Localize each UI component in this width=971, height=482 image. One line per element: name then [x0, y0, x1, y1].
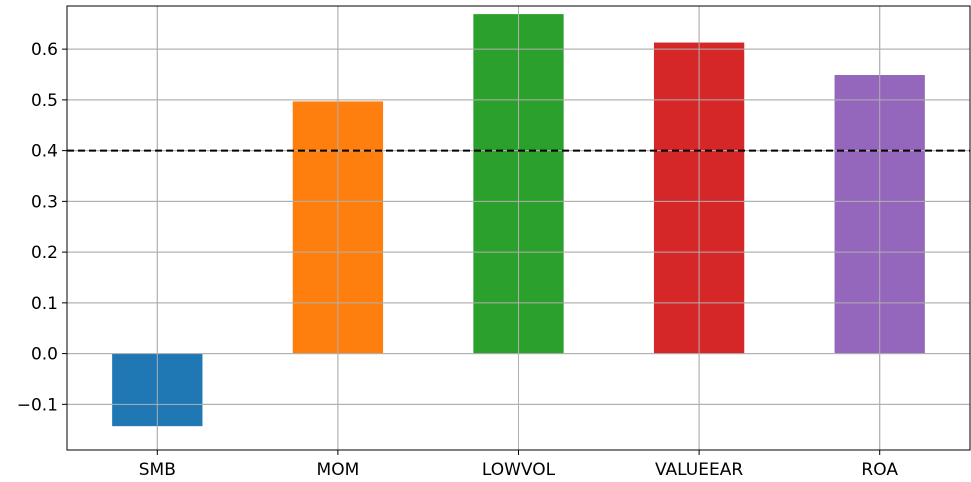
x-axis-ticks: SMB MOM LOWVOL VALUEEAR ROA	[139, 450, 898, 480]
x-tick-label: SMB	[139, 460, 176, 480]
y-tick-label: 0.1	[31, 294, 58, 314]
y-axis-ticks: −0.1 0.0 0.1 0.2 0.3 0.4 0.5 0.6	[17, 40, 67, 415]
x-tick-label: LOWVOL	[482, 460, 556, 480]
y-tick-label: 0.4	[31, 142, 58, 162]
y-tick-label: 0.5	[31, 91, 58, 111]
y-tick-label: 0.0	[31, 345, 58, 365]
y-tick-label: 0.2	[31, 243, 58, 263]
x-tick-label: ROA	[861, 460, 898, 480]
x-tick-label: VALUEEAR	[655, 460, 743, 480]
y-tick-label: −0.1	[17, 395, 58, 415]
y-tick-label: 0.3	[31, 192, 58, 212]
y-tick-label: 0.6	[31, 40, 58, 60]
x-tick-label: MOM	[317, 460, 360, 480]
